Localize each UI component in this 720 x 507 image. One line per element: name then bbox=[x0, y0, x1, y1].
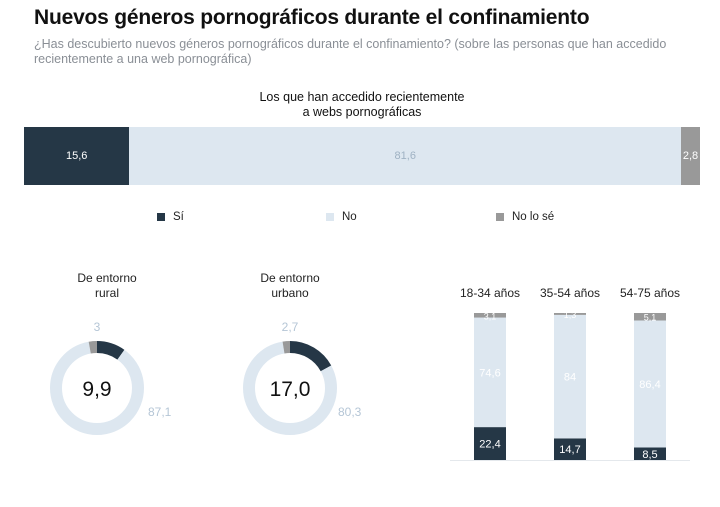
stacked-bar-caption-line-1: Los que han accedido recientemente bbox=[259, 90, 465, 104]
stacked-bar-segment-no: 81,6 bbox=[129, 127, 682, 185]
stacked-bar-label-si: 15,6 bbox=[66, 150, 88, 162]
donut-urban-title-line-2: urbano bbox=[271, 286, 309, 300]
donut-rural-label-no: 87,1 bbox=[148, 405, 172, 419]
donut-urban-title: De entorno urbano bbox=[220, 271, 360, 301]
age-category-label: 54-75 años bbox=[620, 286, 680, 300]
stacked-bar-caption: Los que han accedido recientemente a web… bbox=[24, 90, 700, 120]
age-bar-segment-no bbox=[634, 320, 666, 448]
age-bar-segment-si bbox=[634, 447, 666, 460]
legend-label-nose: No lo sé bbox=[512, 211, 555, 223]
age-bar-label-si: 22,4 bbox=[479, 439, 500, 451]
legend-swatch-si bbox=[157, 213, 165, 221]
donut-urban-title-line-1: De entorno bbox=[260, 271, 320, 285]
donut-urban-slice-no bbox=[243, 341, 337, 435]
stacked-bar-segment-nose: 2,8 bbox=[681, 127, 700, 185]
age-bar-segment-no bbox=[554, 314, 586, 439]
age-bar-segment-no bbox=[474, 317, 506, 428]
age-bar-segment-si bbox=[554, 438, 586, 460]
age-category-label: 18-34 años bbox=[460, 286, 520, 300]
legend-label-no: No bbox=[342, 211, 357, 223]
age-bar-label-si: 14,7 bbox=[559, 444, 580, 456]
legend-item-no: No bbox=[326, 211, 357, 223]
age-bar-segment-nose bbox=[634, 313, 666, 321]
donut-urban-label-no: 80,3 bbox=[338, 405, 362, 419]
donut-rural-title-line-1: De entorno bbox=[77, 271, 137, 285]
donut-rural-slice-nose bbox=[50, 341, 144, 435]
donut-rural-slice-no bbox=[50, 341, 144, 435]
age-bar-label-no: 86,4 bbox=[639, 379, 660, 391]
stacked-bar-label-no: 81,6 bbox=[394, 150, 416, 162]
chart-subtitle: ¿Has descubierto nuevos géneros pornográ… bbox=[34, 37, 667, 66]
donut-urban-center-label: 17,0 bbox=[270, 378, 311, 401]
donut-chart-rural: 9,9 87,1 3 bbox=[50, 320, 172, 435]
legend-item-si: Sí bbox=[157, 211, 184, 223]
donut-chart-urban: 17,0 80,3 2,7 bbox=[243, 320, 362, 435]
legend-item-nose: No lo sé bbox=[496, 211, 554, 223]
age-bar-segment-nose bbox=[554, 313, 586, 315]
age-bar-label-no: 74,6 bbox=[479, 367, 500, 379]
donut-rural-label-nose: 3 bbox=[94, 320, 101, 334]
age-bar-label-no: 84 bbox=[564, 372, 576, 384]
chart-title: Nuevos géneros pornográficos durante el … bbox=[34, 6, 590, 29]
age-bar-segment-si bbox=[474, 427, 506, 460]
age-stacked-bars: 18-34 años 22,4 74,6 3,1 35-54 años 14,7 84 1,3… bbox=[450, 286, 690, 461]
donut-rural-title: De entorno rural bbox=[37, 271, 177, 301]
age-bar-label-nose: 5,1 bbox=[644, 313, 657, 323]
age-bar-label-nose: 3,1 bbox=[484, 311, 497, 321]
donut-rural-title-line-2: rural bbox=[94, 286, 119, 300]
stacked-bar-segment-si: 15,6 bbox=[24, 127, 130, 185]
age-bar-label-si: 8,5 bbox=[642, 449, 657, 461]
stacked-bar-caption-line-2: a webs pornográficas bbox=[302, 105, 422, 119]
legend-label-si: Sí bbox=[173, 211, 184, 223]
legend-swatch-nose bbox=[496, 213, 504, 221]
legend: Sí No No lo sé bbox=[24, 211, 700, 227]
age-category-label: 35-54 años bbox=[540, 286, 600, 300]
donut-urban-label-nose: 2,7 bbox=[282, 320, 299, 334]
age-bar-label-nose: 1,3 bbox=[564, 310, 577, 320]
age-bar-segment-nose bbox=[474, 313, 506, 318]
stacked-bar-label-nose: 2,8 bbox=[682, 150, 699, 162]
stacked-bar: 15,6 81,6 2,8 bbox=[24, 127, 700, 185]
legend-swatch-no bbox=[326, 213, 334, 221]
donut-rural-center-label: 9,9 bbox=[82, 378, 111, 401]
donut-urban-slice-nose bbox=[243, 341, 337, 435]
